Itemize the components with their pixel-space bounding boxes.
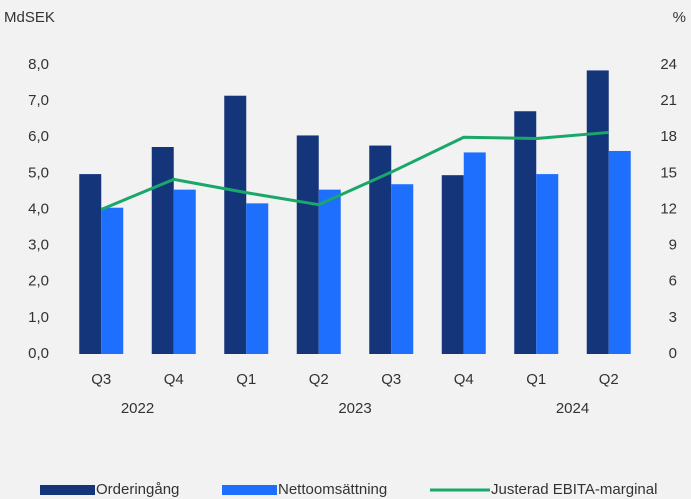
bar: [608, 150, 631, 354]
bar: [224, 95, 247, 355]
bar: [151, 147, 174, 354]
bar: [296, 135, 319, 354]
y2-axis-title: %: [673, 9, 686, 26]
x-tick-label: Q4: [454, 371, 474, 388]
bar: [514, 111, 537, 355]
x-tick-label: Q3: [381, 371, 401, 388]
x-tick-label: Q2: [309, 371, 329, 388]
legend-label: Justerad EBITA-marginal: [491, 481, 657, 498]
legend-label: Nettoomsättning: [278, 481, 387, 498]
x-tick-label: Q3: [91, 371, 111, 388]
legend-swatch: [222, 485, 277, 495]
bar: [463, 152, 486, 354]
bar: [391, 184, 414, 354]
y2-tick-label: 18: [660, 128, 677, 145]
legend-swatch: [40, 485, 95, 495]
y-tick-label: 1,0: [28, 309, 49, 326]
y2-tick-label: 9: [669, 237, 677, 254]
y2-tick-label: 15: [660, 164, 677, 181]
y-tick-label: 2,0: [28, 273, 49, 290]
bar: [586, 70, 609, 354]
bar: [441, 175, 464, 354]
y-tick-label: 7,0: [28, 92, 49, 109]
y2-tick-label: 24: [660, 56, 677, 73]
bar: [369, 145, 392, 354]
bar: [101, 207, 124, 354]
y2-tick-label: 3: [669, 309, 677, 326]
y2-tick-label: 12: [660, 200, 677, 217]
x-tick-label: Q2: [599, 371, 619, 388]
y2-tick-label: 6: [669, 273, 677, 290]
y-tick-label: 0,0: [28, 345, 49, 362]
line-series: [100, 130, 609, 211]
y-tick-label: 8,0: [28, 56, 49, 73]
legend-label: Orderingång: [96, 481, 179, 498]
bar: [536, 174, 559, 354]
y-tick-label: 5,0: [28, 164, 49, 181]
bar: [173, 189, 196, 354]
y-axis-title: MdSEK: [4, 9, 55, 26]
x-tick-label: Q1: [526, 371, 546, 388]
bar: [246, 203, 269, 354]
x-group-label: 2023: [338, 400, 371, 417]
x-tick-label: Q4: [164, 371, 184, 388]
y-tick-label: 3,0: [28, 237, 49, 254]
y-tick-label: 4,0: [28, 200, 49, 217]
bar: [79, 174, 102, 354]
y-tick-label: 6,0: [28, 128, 49, 145]
x-group-label: 2022: [121, 400, 154, 417]
x-group-label: 2024: [556, 400, 589, 417]
x-tick-label: Q1: [236, 371, 256, 388]
y2-tick-label: 21: [660, 92, 677, 109]
y2-tick-label: 0: [669, 345, 677, 362]
bar: [318, 189, 341, 354]
